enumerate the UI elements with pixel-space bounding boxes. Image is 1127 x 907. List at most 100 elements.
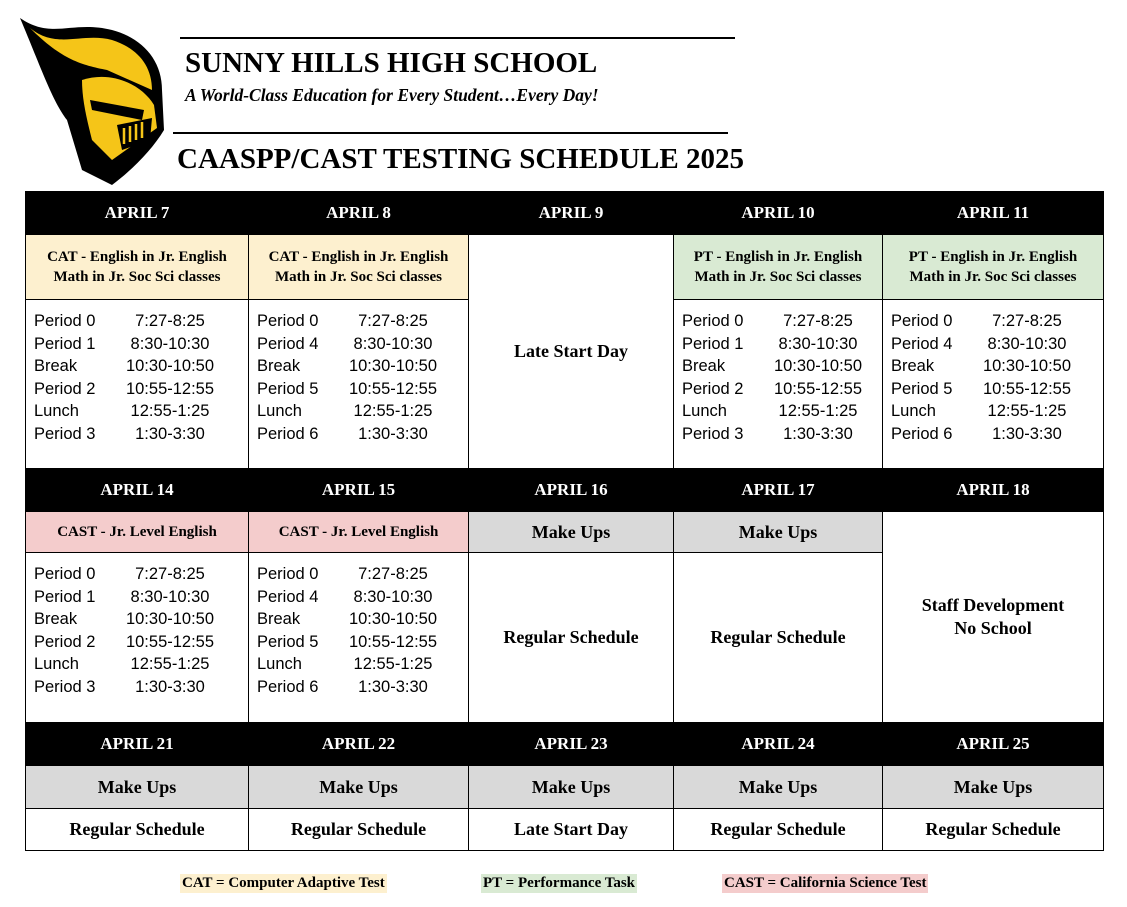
period-label: Period 2	[34, 632, 96, 651]
test-cell: CAST - Jr. Level English	[248, 511, 469, 553]
cell-line: Make Ups	[531, 522, 611, 542]
makeups-cell: Make Ups	[882, 765, 1104, 809]
schedule-row: Period 3 1:30-3:30	[682, 423, 882, 446]
period-schedule-cell: Period 0 7:27-8:25 Period 4 8:30-10:30 Break…	[882, 299, 1104, 469]
day-header: APRIL 8	[248, 191, 469, 235]
cell-line: PT - English in Jr. English	[693, 249, 863, 265]
period-label: Period 4	[891, 334, 953, 353]
knight-helmet-logo	[20, 18, 164, 185]
period-label: Period 6	[257, 424, 319, 443]
schedule-note-cell: Regular Schedule	[468, 552, 674, 723]
period-time: 7:27-8:25	[358, 312, 428, 330]
period-schedule-cell: Period 0 7:27-8:25 Period 1 8:30-10:30 Break…	[673, 299, 883, 469]
day-header: APRIL 17	[673, 468, 883, 512]
schedule-row: Break 10:30-10:50	[682, 355, 882, 378]
period-time: 1:30-3:30	[992, 424, 1062, 443]
cell-line: Make Ups	[319, 777, 398, 797]
period-label: Period 3	[34, 677, 96, 696]
period-time: 12:55-1:25	[130, 402, 210, 421]
period-schedule-cell: Period 0 7:27-8:25 Period 1 8:30-10:30 Break…	[25, 299, 249, 469]
schedule-row: Lunch 12:55-1:25	[257, 653, 468, 676]
period-time: 10:30-10:50	[982, 357, 1072, 376]
period-label: Period 3	[34, 424, 96, 443]
top-rule	[180, 37, 735, 39]
day-header: APRIL 24	[673, 722, 883, 766]
test-cell: PT - English in Jr. English Math in Jr. S…	[673, 234, 883, 300]
day-header: APRIL 9	[468, 191, 674, 235]
schedule-row: Period 1 8:30-10:30	[682, 333, 882, 356]
period-label: Break	[682, 357, 726, 376]
period-schedule-cell: Period 0 7:27-8:25 Period 4 8:30-10:30 Break…	[248, 299, 469, 469]
schedule-row: Break 10:30-10:50	[34, 355, 248, 378]
schedule-row: Period 1 8:30-10:30	[34, 333, 248, 356]
schedule-row: Lunch 12:55-1:25	[257, 400, 468, 423]
middle-rule	[173, 132, 728, 134]
schedule-row: Period 6 1:30-3:30	[891, 423, 1103, 446]
legend-cast: CAST = California Science Test	[722, 874, 929, 893]
cell-line: CAST - Jr. Level English	[57, 524, 217, 540]
period-time: 10:55-12:55	[348, 632, 438, 651]
period-time: 12:55-1:25	[353, 655, 433, 674]
legend-pt: PT = Performance Task	[481, 874, 638, 893]
day-header: APRIL 16	[468, 468, 674, 512]
day-header: APRIL 11	[882, 191, 1104, 235]
period-time: 10:30-10:50	[125, 357, 215, 376]
page-title: CAASPP/CAST TESTING SCHEDULE 2025	[177, 143, 744, 175]
cell-line: No School	[954, 618, 1032, 638]
schedule-row: Period 5 10:55-12:55	[891, 378, 1103, 401]
day-header: APRIL 22	[248, 722, 469, 766]
schedule-row: Period 1 8:30-10:30	[34, 586, 248, 609]
period-label: Lunch	[682, 402, 727, 421]
cell-line: Staff Development	[921, 595, 1065, 615]
school-name: SUNNY HILLS HIGH SCHOOL	[185, 47, 598, 79]
schedule-row: Period 5 10:55-12:55	[257, 631, 468, 654]
test-cell: CAT - English in Jr. English Math in Jr. …	[248, 234, 469, 300]
period-time: 8:30-10:30	[353, 334, 433, 353]
period-time: 12:55-1:25	[987, 402, 1067, 421]
cell-line: CAST - Jr. Level English	[278, 524, 439, 540]
period-label: Break	[257, 610, 301, 629]
period-label: Lunch	[257, 402, 302, 421]
period-label: Period 0	[257, 565, 319, 583]
schedule-row: Break 10:30-10:50	[891, 355, 1103, 378]
cell-line: Make Ups	[97, 777, 177, 797]
period-time: 10:55-12:55	[348, 379, 438, 398]
period-label: Period 0	[34, 565, 96, 583]
schedule-row: Period 6 1:30-3:30	[257, 423, 468, 446]
period-label: Period 2	[34, 379, 96, 398]
schedule-row: Break 10:30-10:50	[34, 608, 248, 631]
period-time: 1:30-3:30	[783, 424, 853, 443]
period-time: 8:30-10:30	[130, 334, 210, 353]
makeups-cell: Make Ups	[25, 765, 249, 809]
period-label: Lunch	[34, 402, 79, 421]
schedule-row: Period 0 7:27-8:25	[34, 310, 248, 333]
period-label: Period 5	[257, 632, 319, 651]
period-label: Period 1	[34, 334, 96, 353]
period-label: Break	[34, 357, 78, 376]
period-time: 7:27-8:25	[783, 312, 853, 330]
test-cell: CAST - Jr. Level English	[25, 511, 249, 553]
makeups-cell: Make Ups	[673, 765, 883, 809]
period-label: Lunch	[34, 655, 79, 674]
period-time: 8:30-10:30	[778, 334, 858, 353]
period-schedule-cell: Period 0 7:27-8:25 Period 4 8:30-10:30 Break…	[248, 552, 469, 723]
schedule-row: Period 0 7:27-8:25	[682, 310, 882, 333]
schedule-row: Period 2 10:55-12:55	[682, 378, 882, 401]
period-label: Period 0	[682, 312, 744, 330]
day-header: APRIL 25	[882, 722, 1104, 766]
schedule-row: Period 5 10:55-12:55	[257, 378, 468, 401]
cell-line: Math in Jr. Soc Sci classes	[694, 269, 862, 285]
period-time: 12:55-1:25	[778, 402, 858, 421]
schedule-row: Period 0 7:27-8:25	[257, 310, 468, 333]
period-time: 8:30-10:30	[987, 334, 1067, 353]
period-label: Period 4	[257, 334, 319, 353]
cell-line: Math in Jr. Soc Sci classes	[275, 269, 442, 285]
period-label: Period 5	[891, 379, 953, 398]
period-time: 7:27-8:25	[135, 565, 205, 583]
cell-line: CAT - English in Jr. English	[268, 249, 449, 265]
period-label: Period 6	[257, 677, 319, 696]
day-header: APRIL 14	[25, 468, 249, 512]
day-header: APRIL 15	[248, 468, 469, 512]
period-label: Period 0	[257, 312, 319, 330]
period-time: 8:30-10:30	[353, 587, 433, 606]
